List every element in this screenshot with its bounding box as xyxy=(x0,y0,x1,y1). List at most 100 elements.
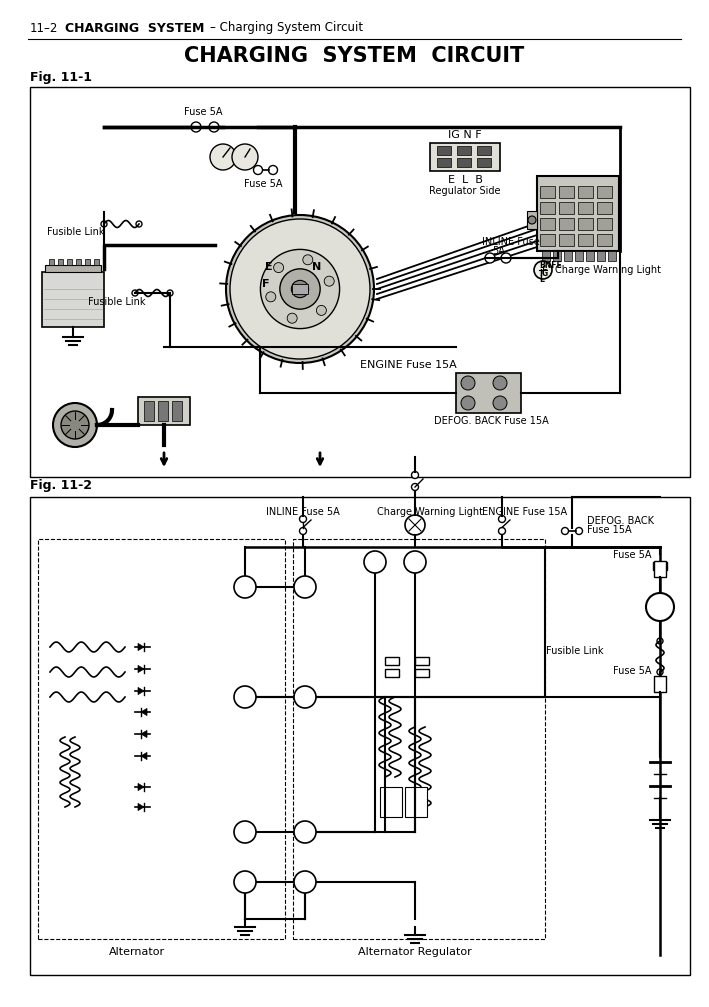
Text: Alternator Regulator: Alternator Regulator xyxy=(358,947,472,957)
Bar xyxy=(527,211,537,229)
Polygon shape xyxy=(138,643,144,651)
Circle shape xyxy=(234,871,256,893)
Text: E: E xyxy=(265,262,273,272)
Text: L: L xyxy=(539,275,544,284)
Text: Fuse 5A: Fuse 5A xyxy=(613,550,652,560)
Circle shape xyxy=(498,516,506,523)
Bar xyxy=(575,251,583,261)
Circle shape xyxy=(294,871,316,893)
Text: F: F xyxy=(301,827,308,837)
Bar xyxy=(553,251,561,261)
Text: Regulator Side: Regulator Side xyxy=(429,186,501,196)
Circle shape xyxy=(210,144,236,170)
Text: F: F xyxy=(241,827,249,837)
Bar xyxy=(578,186,593,198)
Bar xyxy=(559,186,574,198)
Bar xyxy=(172,401,182,421)
Text: N: N xyxy=(240,582,250,592)
Circle shape xyxy=(405,515,425,535)
Text: Charge Warning Light: Charge Warning Light xyxy=(555,265,661,275)
Text: B: B xyxy=(241,692,249,702)
Circle shape xyxy=(364,551,386,573)
Polygon shape xyxy=(138,804,144,811)
Text: E: E xyxy=(241,877,249,887)
Circle shape xyxy=(234,821,256,843)
Text: N: N xyxy=(312,262,321,272)
Text: ENGINE Fuse 15A: ENGINE Fuse 15A xyxy=(482,507,567,517)
Bar xyxy=(597,234,612,246)
Bar xyxy=(67,259,72,265)
Bar xyxy=(30,497,690,975)
Text: E: E xyxy=(301,877,309,887)
Bar xyxy=(564,251,572,261)
Circle shape xyxy=(299,516,306,523)
Bar xyxy=(385,669,399,677)
Circle shape xyxy=(498,528,506,535)
Bar xyxy=(430,143,500,171)
Bar xyxy=(42,272,104,327)
Text: Fig. 11-2: Fig. 11-2 xyxy=(30,479,92,492)
Circle shape xyxy=(576,528,583,535)
Circle shape xyxy=(280,269,320,309)
Circle shape xyxy=(324,276,334,286)
Bar xyxy=(76,259,81,265)
Text: Fusible Link: Fusible Link xyxy=(546,646,603,656)
Bar xyxy=(158,401,168,421)
Bar xyxy=(542,251,550,261)
Bar xyxy=(45,265,101,272)
Text: ENGINE Fuse 15A: ENGINE Fuse 15A xyxy=(360,359,457,370)
Bar xyxy=(457,146,471,155)
Circle shape xyxy=(461,376,475,390)
Bar xyxy=(597,186,612,198)
Bar xyxy=(537,176,619,251)
Text: Alternator: Alternator xyxy=(109,947,165,957)
Bar xyxy=(477,158,491,167)
Bar xyxy=(58,259,63,265)
Bar xyxy=(559,202,574,214)
Circle shape xyxy=(61,411,89,439)
Circle shape xyxy=(657,638,663,644)
Bar xyxy=(540,186,555,198)
Bar xyxy=(559,234,574,246)
Bar xyxy=(437,158,451,167)
Bar xyxy=(578,202,593,214)
Circle shape xyxy=(294,576,316,598)
Bar xyxy=(477,146,491,155)
Text: Fuse 15A: Fuse 15A xyxy=(587,525,632,535)
Bar xyxy=(30,87,690,477)
Bar xyxy=(405,787,427,817)
Text: INLINE Fuse 5A: INLINE Fuse 5A xyxy=(266,507,340,517)
Text: L: L xyxy=(411,557,418,567)
Circle shape xyxy=(191,122,201,132)
Bar xyxy=(437,146,451,155)
Circle shape xyxy=(534,261,552,279)
Circle shape xyxy=(269,165,277,174)
Bar xyxy=(144,401,154,421)
Text: BNFE: BNFE xyxy=(539,261,562,270)
Bar xyxy=(415,669,429,677)
Circle shape xyxy=(53,403,97,447)
Bar xyxy=(540,218,555,230)
Polygon shape xyxy=(138,666,144,673)
Bar xyxy=(94,259,99,265)
Circle shape xyxy=(299,528,306,535)
Polygon shape xyxy=(141,752,147,759)
Text: F: F xyxy=(262,279,269,289)
Text: IG N F: IG N F xyxy=(448,130,482,140)
Bar xyxy=(292,284,308,294)
Circle shape xyxy=(291,280,308,298)
Polygon shape xyxy=(138,688,144,695)
Circle shape xyxy=(234,686,256,708)
Text: DEFOG. BACK Fuse 15A: DEFOG. BACK Fuse 15A xyxy=(434,416,548,426)
Bar xyxy=(597,202,612,214)
Text: IG: IG xyxy=(539,269,548,278)
Circle shape xyxy=(167,290,173,296)
Circle shape xyxy=(485,253,495,263)
Text: Fusible Link: Fusible Link xyxy=(47,227,104,237)
Circle shape xyxy=(132,290,138,296)
Circle shape xyxy=(411,483,418,490)
Bar xyxy=(415,657,429,665)
Circle shape xyxy=(226,215,374,363)
Text: A: A xyxy=(655,600,665,613)
Bar xyxy=(457,158,471,167)
